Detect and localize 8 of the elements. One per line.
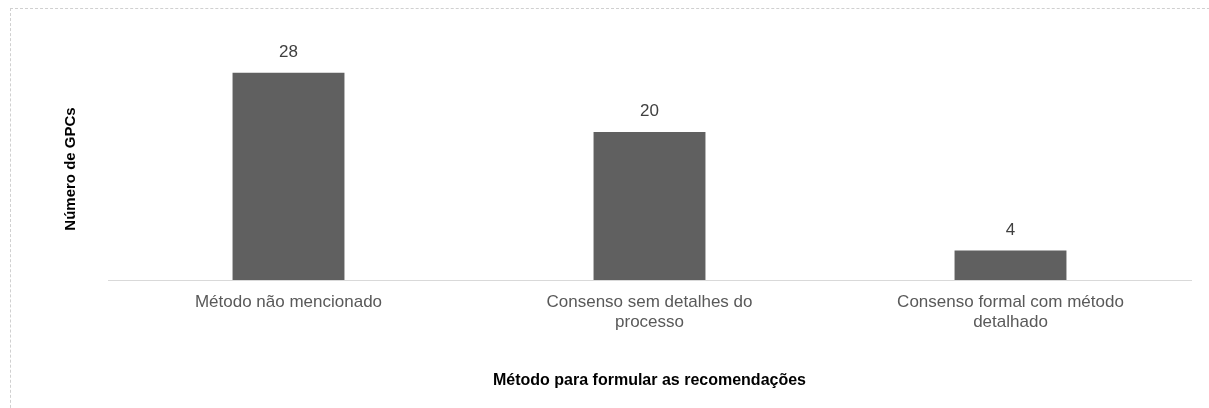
data-label: 20 <box>640 101 659 121</box>
data-label: 4 <box>1005 219 1016 239</box>
x-tick-label: Método não mencionado <box>194 291 383 311</box>
x-tick-label: Consenso sem detalhes do processo <box>546 291 753 332</box>
y-axis-title: Número de GPCs <box>61 107 79 231</box>
x-tick-label: Consenso formal com método detalhado <box>897 291 1124 332</box>
data-label: 28 <box>279 41 298 61</box>
x-axis-title: Método para formular as recomendações <box>493 370 807 388</box>
